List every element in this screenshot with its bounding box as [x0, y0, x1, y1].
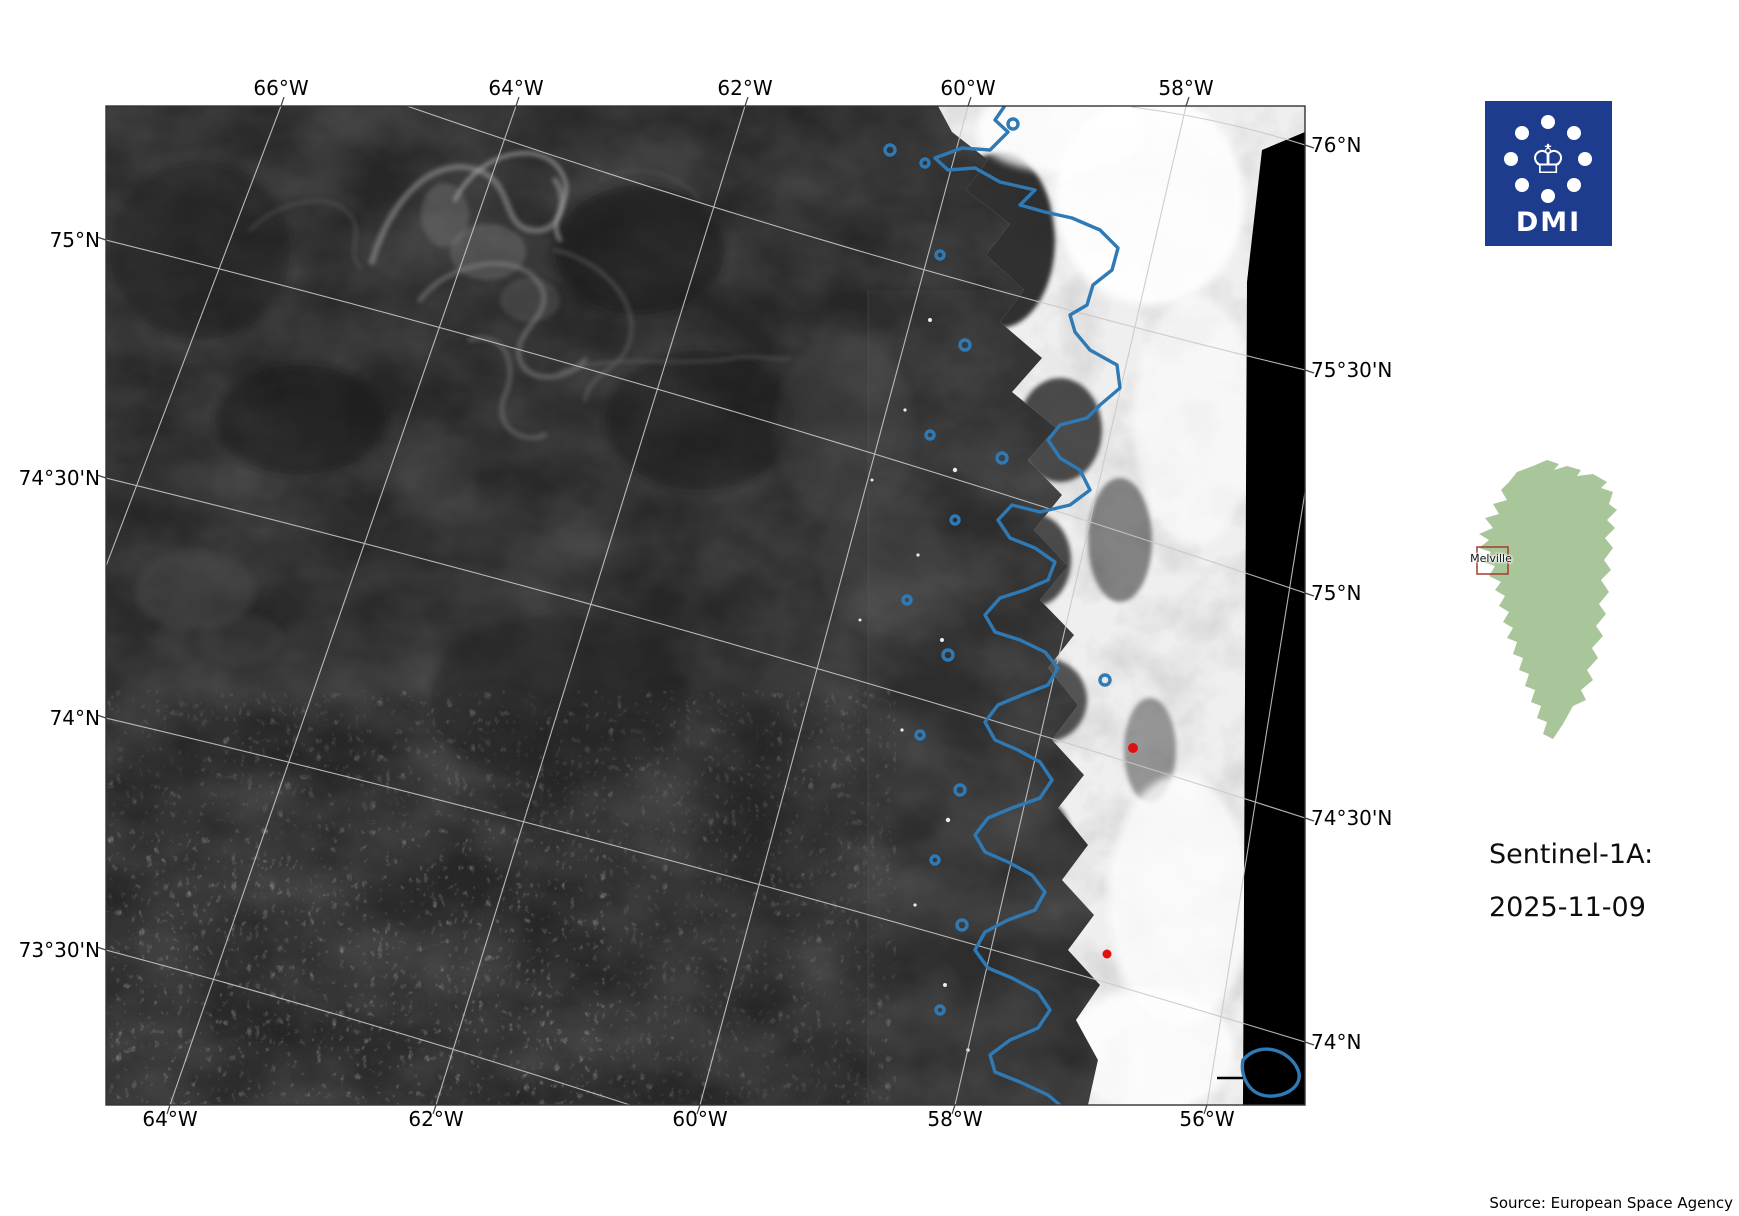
iceberg-speckles — [858, 318, 970, 1052]
graticule-ticks — [96, 96, 1315, 1115]
graticule-label-left-0: 75°N — [49, 228, 100, 252]
graticule-lines — [106, 106, 1305, 1105]
acquisition-date: 2025-11-09 — [1489, 892, 1646, 923]
tick-top-4 — [1185, 96, 1190, 107]
graticule-label-right-4: 74°N — [1311, 1030, 1362, 1054]
tick-right-1 — [1304, 369, 1315, 374]
tick-right-0 — [1304, 144, 1315, 149]
graticule-label-top-4: 58°W — [1158, 76, 1214, 100]
graticule-label-bottom-1: 62°W — [408, 1107, 464, 1131]
graticule-label-top-0: 66°W — [253, 76, 309, 100]
graticule-label-bottom-0: 64°W — [142, 1107, 198, 1131]
graticule-label-right-0: 76°N — [1311, 133, 1362, 157]
tick-bottom-2 — [696, 1104, 701, 1115]
tick-bottom-1 — [432, 1104, 437, 1115]
tick-right-4 — [1304, 1041, 1315, 1046]
inset-region-label: Melville — [1470, 552, 1512, 565]
tick-bottom-0 — [166, 1104, 171, 1115]
graticule-label-top-2: 62°W — [717, 76, 773, 100]
tick-left-3 — [96, 946, 107, 951]
tick-left-1 — [96, 474, 107, 479]
dmi-crown-dots-icon: ♔ — [1504, 115, 1592, 203]
graticule-label-left-3: 73°30'N — [18, 938, 100, 962]
nodata-wedge — [1243, 132, 1305, 1105]
cloud-swirls — [248, 151, 792, 441]
red-markers — [1102, 743, 1138, 959]
graticule-label-left-1: 74°30'N — [18, 466, 100, 490]
greenland-outline — [1476, 460, 1617, 739]
tick-right-2 — [1304, 592, 1315, 597]
tick-top-1 — [515, 96, 520, 107]
region-of-interest-box — [1476, 546, 1509, 575]
graticule-label-right-3: 74°30'N — [1311, 806, 1393, 830]
graticule-label-top-3: 60°W — [940, 76, 996, 100]
graticule-label-bottom-3: 58°W — [927, 1107, 983, 1131]
tick-left-0 — [96, 236, 107, 241]
tick-right-3 — [1304, 817, 1315, 822]
tick-top-2 — [744, 96, 749, 107]
graticule-label-bottom-2: 60°W — [672, 1107, 728, 1131]
tick-top-3 — [967, 96, 972, 107]
tick-left-2 — [96, 714, 107, 719]
graticule-label-right-2: 75°N — [1311, 581, 1362, 605]
dmi-logo-text: DMI — [1515, 207, 1582, 238]
crown-icon: ♔ — [1530, 137, 1566, 183]
graticule-label-top-1: 64°W — [488, 76, 544, 100]
tick-bottom-3 — [951, 1104, 956, 1115]
source-credit: Source: European Space Agency — [1489, 1194, 1733, 1212]
map-frame — [105, 105, 1306, 1106]
dmi-logo: ♔ DMI — [1485, 101, 1612, 246]
tick-bottom-4 — [1203, 1104, 1208, 1115]
graticule-label-bottom-4: 56°W — [1179, 1107, 1235, 1131]
greenland-inset-map — [1455, 452, 1635, 747]
coastline-contour — [883, 106, 1301, 1105]
graticule-label-right-1: 75°30'N — [1311, 358, 1393, 382]
tick-top-0 — [280, 96, 285, 107]
graticule-label-left-2: 74°N — [49, 706, 100, 730]
satellite-name: Sentinel-1A: — [1489, 839, 1654, 870]
